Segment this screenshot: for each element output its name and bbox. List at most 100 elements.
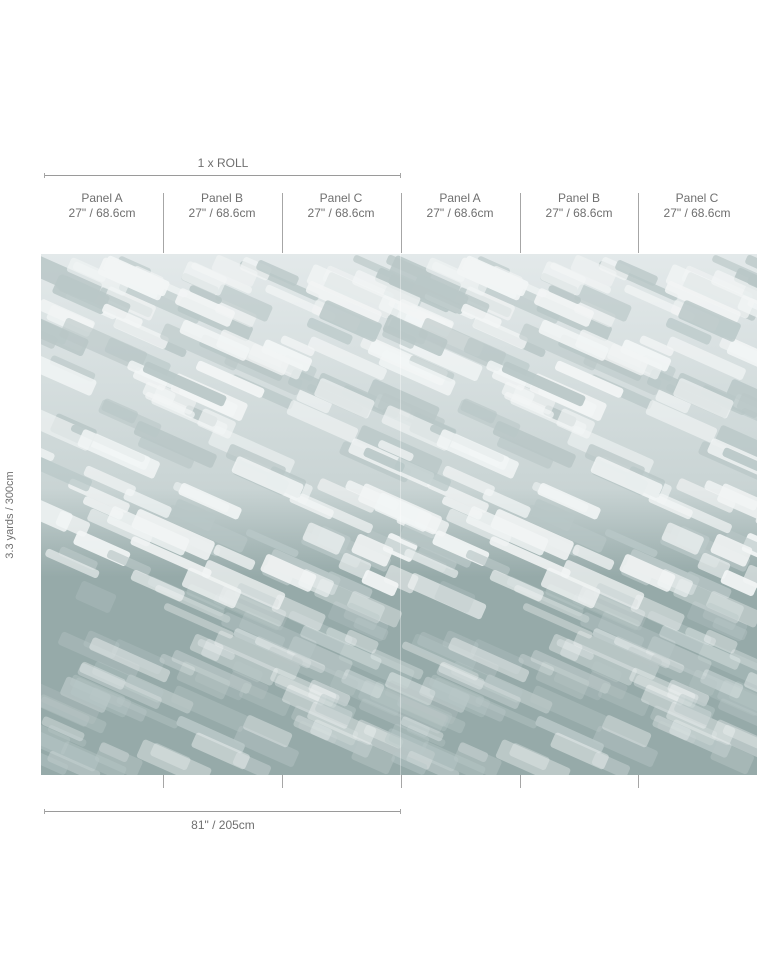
brush-stroke [130,569,185,602]
brush-stroke [429,677,490,718]
brush-stroke [448,687,506,722]
brush-stroke [388,317,428,345]
brush-stroke [358,680,447,734]
brush-stroke [650,705,718,746]
brush-stroke [703,629,738,654]
brush-stroke [720,570,757,596]
brush-stroke [248,343,304,380]
brush-stroke [540,567,601,609]
brush-stroke [215,299,257,328]
brush-stroke [591,661,622,683]
panel-tick [520,775,521,788]
brush-stroke [221,612,286,651]
brush-stroke [451,661,523,703]
brush-stroke [314,378,375,419]
brush-stroke [710,740,754,775]
brush-stroke [574,299,616,328]
brush-stroke [191,262,253,294]
brush-stroke [138,436,195,469]
brush-stroke [296,388,332,414]
brush-stroke [176,661,231,700]
brush-stroke [370,649,424,680]
brush-stroke [465,549,510,576]
brush-stroke [239,682,291,716]
brush-stroke [176,716,245,754]
brush-stroke [255,636,326,673]
brush-stroke [239,611,317,659]
brush-stroke [676,478,736,513]
brush-stroke [70,677,131,718]
brush-stroke [136,739,212,775]
brush-stroke [189,634,224,661]
brush-stroke [92,661,164,703]
brush-stroke [388,723,430,755]
brush-stroke [94,743,143,775]
brush-stroke [538,319,609,361]
brush-stroke [497,436,554,469]
brush-stroke [211,254,258,287]
brush-stroke [98,399,162,438]
brush-stroke [41,728,100,772]
brush-stroke [560,560,645,610]
panel-header: Panel C 27" / 68.6cm [282,191,400,221]
panel-tick [163,775,164,788]
brush-stroke [213,544,256,570]
brush-stroke [514,585,590,623]
brush-stroke [41,350,97,396]
brush-stroke [87,508,153,547]
panel-tick [401,775,402,788]
brush-stroke [614,636,685,673]
brush-stroke [89,687,147,722]
brush-stroke [667,684,699,708]
brush-stroke [171,685,248,732]
brush-stroke [384,728,459,772]
brush-stroke [106,549,151,576]
brush-stroke [47,750,101,775]
brush-stroke [560,638,637,686]
brush-stroke [626,646,662,669]
brush-stroke [113,315,169,350]
brush-stroke [338,641,415,689]
brush-stroke [607,343,663,380]
brush-stroke [83,496,124,520]
brush-stroke [657,569,693,598]
brush-stroke [41,723,71,755]
brush-stroke [163,603,234,639]
brush-stroke [317,478,377,513]
brush-stroke [315,693,356,726]
brush-stroke [351,740,395,775]
brush-stroke [319,300,382,342]
brush-stroke [70,674,126,708]
panel-header: Panel C 27" / 68.6cm [638,191,756,221]
brush-stroke [593,583,639,613]
brush-stroke [446,508,512,547]
brush-stroke [378,350,456,396]
brush-stroke [457,399,521,438]
brush-stroke [659,625,741,670]
brush-stroke [522,603,593,639]
brush-stroke [406,725,446,747]
roll-line-cap-left [44,173,45,178]
brush-stroke [475,696,538,729]
brush-stroke [59,317,148,372]
brush-stroke [232,752,272,775]
brush-stroke [674,693,715,726]
brush-stroke [726,379,757,423]
brush-stroke [41,405,95,451]
brush-stroke [233,725,299,767]
panel-tick [282,775,283,788]
brush-stroke [438,661,485,690]
brush-stroke [298,720,337,744]
brush-stroke [344,629,379,654]
brush-stroke [482,488,531,518]
brush-stroke [308,684,340,708]
brush-stroke [598,611,676,659]
brush-stroke [79,661,126,690]
brush-stroke [535,716,604,754]
brush-stroke [458,742,489,763]
brush-stroke [406,750,460,775]
brush-stroke [604,529,658,557]
height-label: 3.3 yards / 300cm [4,471,16,559]
brush-stroke [534,288,594,327]
brush-stroke [666,336,746,380]
